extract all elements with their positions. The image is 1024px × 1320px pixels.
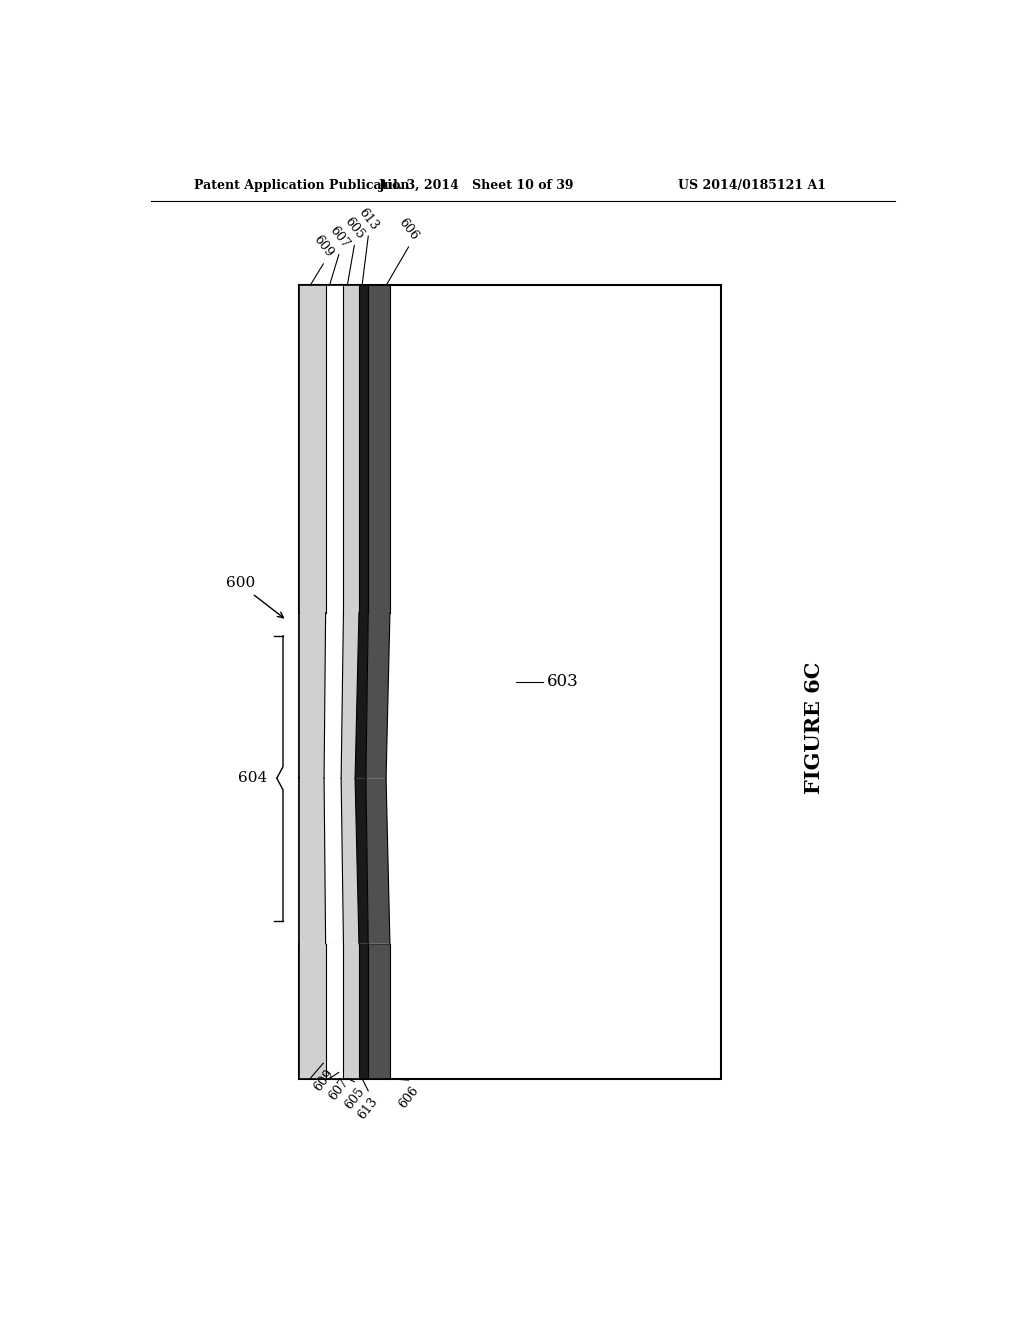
Bar bbox=[343, 944, 359, 1078]
Bar bbox=[369, 944, 390, 1078]
Text: 613: 613 bbox=[355, 206, 381, 232]
Text: 613: 613 bbox=[355, 1094, 381, 1122]
Text: 603: 603 bbox=[547, 673, 579, 690]
Polygon shape bbox=[324, 779, 343, 944]
Text: 606: 606 bbox=[396, 216, 421, 243]
Text: FIGURE 6C: FIGURE 6C bbox=[804, 663, 824, 795]
Text: 605: 605 bbox=[342, 1085, 367, 1113]
Bar bbox=[359, 285, 369, 612]
Text: 609: 609 bbox=[311, 234, 336, 260]
Polygon shape bbox=[366, 612, 390, 779]
Text: 609: 609 bbox=[311, 1067, 336, 1094]
Bar bbox=[343, 285, 359, 612]
Polygon shape bbox=[341, 779, 359, 944]
Polygon shape bbox=[299, 779, 326, 944]
Bar bbox=[326, 944, 343, 1078]
Bar bbox=[299, 285, 326, 612]
Text: 607: 607 bbox=[327, 224, 351, 251]
Bar bbox=[359, 944, 369, 1078]
Polygon shape bbox=[299, 612, 390, 779]
Text: 604: 604 bbox=[239, 771, 267, 785]
Text: Jul. 3, 2014   Sheet 10 of 39: Jul. 3, 2014 Sheet 10 of 39 bbox=[379, 178, 574, 191]
Text: 605: 605 bbox=[342, 215, 367, 242]
Bar bbox=[369, 285, 390, 612]
Text: Patent Application Publication: Patent Application Publication bbox=[194, 178, 410, 191]
Bar bbox=[299, 944, 369, 1078]
Bar bbox=[326, 285, 343, 612]
Text: 600: 600 bbox=[225, 576, 255, 590]
Bar bbox=[299, 285, 326, 612]
Polygon shape bbox=[355, 779, 369, 944]
Polygon shape bbox=[299, 612, 326, 779]
Polygon shape bbox=[324, 612, 343, 779]
Polygon shape bbox=[366, 779, 390, 944]
Bar bbox=[299, 285, 721, 1078]
Bar bbox=[326, 285, 343, 612]
Bar bbox=[299, 944, 326, 1078]
Polygon shape bbox=[299, 779, 390, 944]
Text: 607: 607 bbox=[327, 1076, 351, 1104]
Bar bbox=[343, 285, 359, 612]
Polygon shape bbox=[341, 612, 359, 779]
Bar bbox=[299, 285, 369, 612]
Polygon shape bbox=[355, 612, 369, 779]
Text: US 2014/0185121 A1: US 2014/0185121 A1 bbox=[678, 178, 825, 191]
Text: 606: 606 bbox=[396, 1084, 421, 1111]
